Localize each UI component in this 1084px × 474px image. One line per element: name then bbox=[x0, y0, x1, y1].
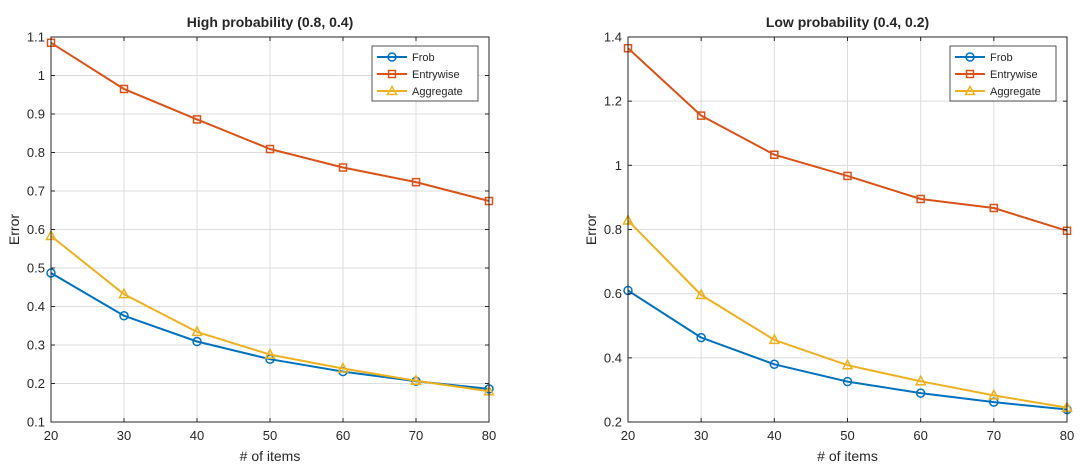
y-tick-label: 0.4 bbox=[604, 350, 622, 365]
data-point-frob bbox=[989, 397, 999, 407]
y-tick-label: 1.2 bbox=[604, 94, 622, 109]
legend-entry-frob: Frob bbox=[377, 52, 435, 64]
y-tick-label: 0.8 bbox=[604, 222, 622, 237]
series-line-frob bbox=[627, 289, 1068, 411]
legend-label-aggregate: Aggregate bbox=[412, 86, 463, 98]
y-tick-label: 0.3 bbox=[27, 338, 45, 353]
x-tick-label: 70 bbox=[409, 428, 423, 443]
x-axis-label: # of items bbox=[240, 448, 301, 464]
x-tick-label: 40 bbox=[767, 428, 781, 443]
data-point-frob bbox=[842, 376, 853, 387]
y-axis-label: Error bbox=[583, 214, 599, 245]
x-tick-label: 20 bbox=[621, 428, 635, 443]
x-tick-label: 50 bbox=[840, 428, 854, 443]
y-tick-label: 1.1 bbox=[27, 30, 45, 45]
data-point-aggregate bbox=[841, 358, 854, 370]
legend-marker-aggregate bbox=[386, 84, 398, 96]
legend-marker-entrywise bbox=[965, 69, 975, 79]
legend-label-entrywise: Entrywise bbox=[990, 69, 1038, 81]
data-point-frob bbox=[696, 332, 706, 343]
y-tick-label: 0.6 bbox=[604, 286, 622, 301]
y-axis-label: Error bbox=[6, 214, 22, 245]
series-line-entrywise bbox=[50, 41, 490, 202]
legend-marker-frob bbox=[387, 52, 397, 62]
data-point-entrywise bbox=[696, 111, 706, 120]
data-point-aggregate bbox=[695, 288, 707, 300]
data-point-entrywise bbox=[119, 84, 129, 94]
legend-marker-entrywise bbox=[387, 69, 397, 79]
data-point-aggregate bbox=[768, 333, 781, 345]
chart-low-probability: 20 30 40 50 60 70 80 0.2 0.4 0.6 0.8 1 1.2 1.4 Low pr… bbox=[583, 14, 1074, 464]
y-tick-label: 0.4 bbox=[27, 299, 45, 314]
legend-label-entrywise: Entrywise bbox=[412, 69, 460, 81]
x-tick-label: 30 bbox=[117, 428, 131, 443]
y-tick-label: 0.9 bbox=[27, 107, 45, 122]
data-point-entrywise bbox=[770, 150, 779, 159]
y-tick-label: 0.2 bbox=[604, 415, 622, 430]
legend-marker-frob bbox=[965, 52, 975, 62]
legend-label-aggregate: Aggregate bbox=[990, 86, 1041, 98]
legend-entry-entrywise: Entrywise bbox=[955, 69, 1038, 81]
legend: Frob Entrywise Aggregate bbox=[371, 45, 479, 102]
legend-label-frob: Frob bbox=[412, 52, 435, 64]
series-line-aggregate bbox=[627, 219, 1068, 409]
series-aggregate bbox=[45, 229, 495, 396]
y-tick-label: 1.4 bbox=[604, 30, 622, 45]
chart-title: High probability (0.8, 0.4) bbox=[187, 14, 353, 30]
series-line-aggregate bbox=[50, 235, 490, 393]
y-tick-label: 0.6 bbox=[27, 222, 45, 237]
data-point-entrywise bbox=[989, 203, 999, 213]
legend-entry-aggregate: Aggregate bbox=[377, 84, 463, 98]
data-point-frob bbox=[915, 388, 926, 398]
data-point-entrywise bbox=[338, 163, 348, 172]
y-tick-label: 0.5 bbox=[27, 261, 45, 276]
series-line-entrywise bbox=[627, 47, 1068, 232]
y-tick-label: 0.7 bbox=[27, 184, 45, 199]
chart-high-probability: 20 30 40 50 60 70 80 0.1 0.2 0.3 0.4 0.5 0.6 0.7 0.8 0.… bbox=[6, 14, 496, 464]
data-point-entrywise bbox=[192, 115, 202, 124]
x-tick-label: 30 bbox=[694, 428, 708, 443]
data-point-entrywise bbox=[411, 177, 421, 187]
data-point-frob bbox=[769, 359, 780, 369]
x-tick-label: 80 bbox=[1060, 428, 1074, 443]
x-axis-label: # of items bbox=[817, 448, 878, 464]
data-point-aggregate bbox=[191, 325, 203, 337]
data-point-frob bbox=[192, 336, 202, 347]
legend-entry-frob: Frob bbox=[955, 52, 1013, 64]
data-point-aggregate bbox=[914, 374, 927, 386]
legend-marker-aggregate bbox=[964, 84, 976, 96]
x-tick-label: 70 bbox=[987, 428, 1001, 443]
data-point-aggregate bbox=[410, 374, 422, 386]
y-tick-label: 0.2 bbox=[27, 376, 45, 391]
x-tick-label: 50 bbox=[263, 428, 277, 443]
legend-entry-aggregate: Aggregate bbox=[955, 84, 1041, 98]
data-point-entrywise bbox=[265, 144, 275, 154]
chart-title: Low probability (0.4, 0.2) bbox=[766, 14, 929, 30]
legend: Frob Entrywise Aggregate bbox=[949, 45, 1057, 102]
data-point-aggregate bbox=[988, 388, 1000, 400]
x-tick-label: 40 bbox=[190, 428, 204, 443]
axis-ticks: 20 30 40 50 60 70 80 0.1 0.2 0.3 0.4 0.5 0.6 0.7 0.8 0.… bbox=[27, 30, 496, 444]
data-point-frob bbox=[119, 310, 129, 321]
legend-label-frob: Frob bbox=[990, 52, 1013, 64]
data-point-entrywise bbox=[843, 171, 852, 181]
data-point-entrywise bbox=[916, 194, 925, 204]
x-tick-label: 60 bbox=[913, 428, 927, 443]
y-tick-label: 1 bbox=[38, 68, 45, 83]
x-tick-label: 20 bbox=[44, 428, 58, 443]
y-tick-label: 0.8 bbox=[27, 145, 45, 160]
data-point-aggregate bbox=[118, 287, 130, 299]
data-point-aggregate bbox=[264, 348, 276, 359]
y-tick-label: 0.1 bbox=[27, 415, 45, 430]
axis-ticks: 20 30 40 50 60 70 80 0.2 0.4 0.6 0.8 1 1.2 1.4 bbox=[604, 30, 1074, 444]
y-tick-label: 1 bbox=[615, 158, 622, 173]
data-point-aggregate bbox=[337, 361, 349, 373]
legend-entry-entrywise: Entrywise bbox=[377, 69, 460, 81]
x-tick-label: 80 bbox=[482, 428, 496, 443]
x-tick-label: 60 bbox=[336, 428, 350, 443]
